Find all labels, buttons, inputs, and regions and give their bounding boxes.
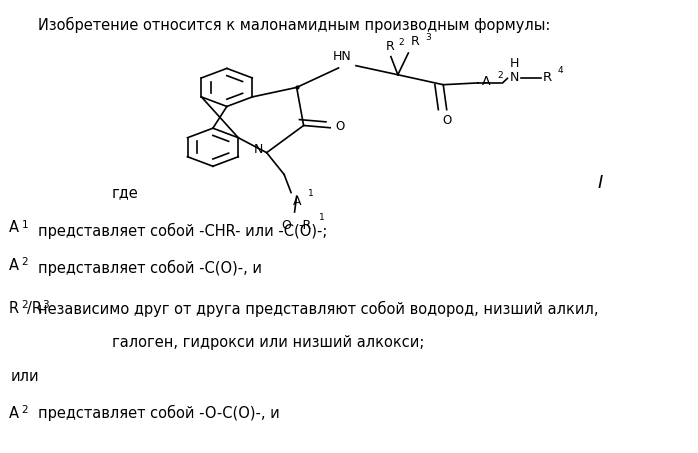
Text: A: A bbox=[292, 195, 301, 208]
Text: или: или bbox=[10, 369, 39, 385]
Text: 1: 1 bbox=[22, 220, 28, 230]
Text: N: N bbox=[510, 71, 519, 83]
Text: -R: -R bbox=[298, 219, 311, 232]
Text: 2: 2 bbox=[398, 38, 403, 47]
Text: O: O bbox=[281, 219, 291, 232]
Text: Изобретение относится к малонамидным производным формулы:: Изобретение относится к малонамидным про… bbox=[38, 17, 551, 33]
Text: A: A bbox=[9, 257, 19, 273]
Text: 2: 2 bbox=[21, 300, 27, 310]
Text: R: R bbox=[9, 301, 20, 317]
Text: представляет собой -O-C(O)-, и: представляет собой -O-C(O)-, и bbox=[38, 405, 280, 421]
Text: R: R bbox=[410, 35, 419, 48]
Text: A: A bbox=[482, 75, 490, 88]
Text: O: O bbox=[336, 120, 345, 133]
Text: где: где bbox=[112, 185, 138, 200]
Text: 2: 2 bbox=[22, 405, 28, 415]
Text: 2: 2 bbox=[497, 71, 503, 80]
Text: 3: 3 bbox=[42, 300, 48, 310]
Text: R: R bbox=[542, 71, 551, 83]
Text: 4: 4 bbox=[558, 66, 563, 75]
Text: R: R bbox=[385, 40, 394, 53]
Text: I: I bbox=[597, 174, 603, 193]
Text: /R: /R bbox=[27, 301, 41, 317]
Text: A: A bbox=[9, 405, 19, 421]
Text: N: N bbox=[254, 143, 263, 155]
Text: 1: 1 bbox=[319, 213, 325, 222]
Text: 1: 1 bbox=[308, 189, 313, 198]
Text: H: H bbox=[510, 57, 519, 70]
Text: 3: 3 bbox=[426, 33, 431, 42]
Text: независимо друг от друга представляют собой водород, низший алкил,: независимо друг от друга представляют со… bbox=[38, 301, 599, 317]
Text: O: O bbox=[442, 114, 452, 127]
Text: 2: 2 bbox=[22, 257, 28, 267]
Text: представляет собой -CHR- или -C(O)-;: представляет собой -CHR- или -C(O)-; bbox=[38, 223, 328, 239]
Text: галоген, гидрокси или низший алкокси;: галоген, гидрокси или низший алкокси; bbox=[112, 334, 424, 350]
Text: HN: HN bbox=[333, 50, 351, 63]
Text: A: A bbox=[9, 220, 19, 236]
Text: представляет собой -C(O)-, и: представляет собой -C(O)-, и bbox=[38, 260, 262, 276]
